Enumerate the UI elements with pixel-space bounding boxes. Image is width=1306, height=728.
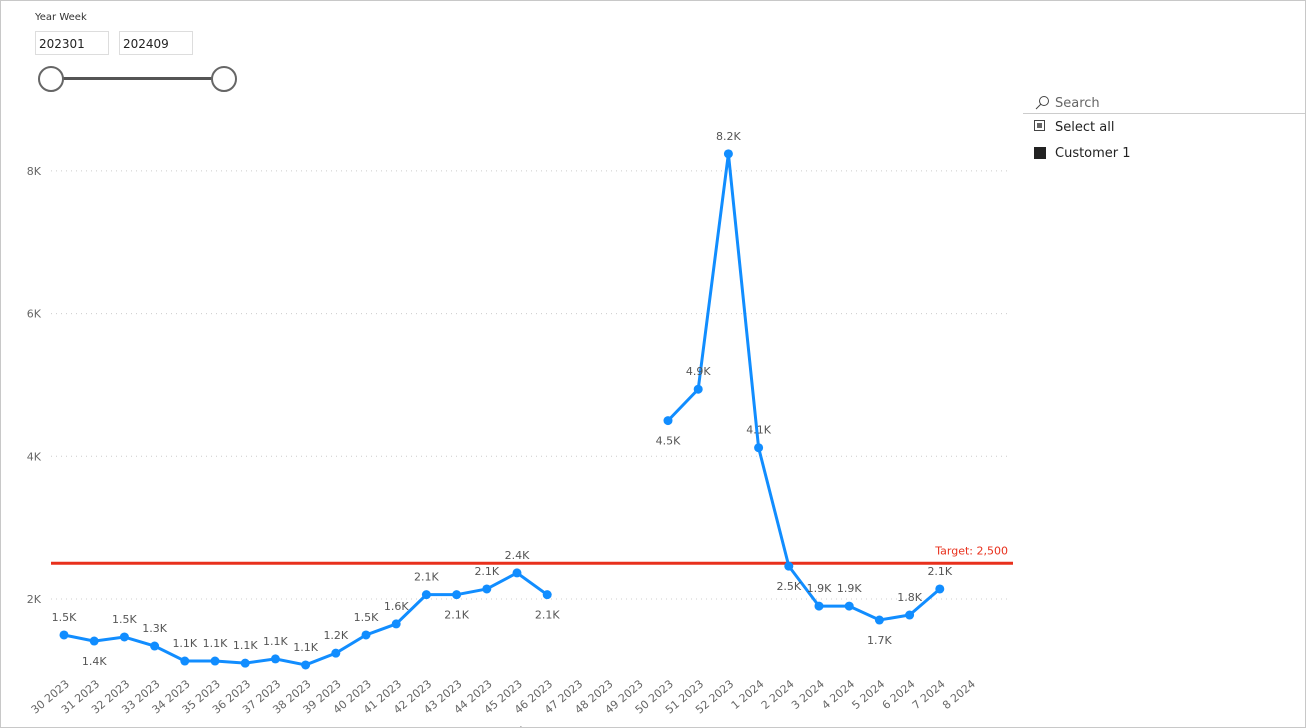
- range-to[interactable]: 202409: [119, 31, 193, 55]
- data-label: 4.1K: [746, 424, 771, 437]
- data-point: [693, 384, 703, 394]
- data-point: [754, 443, 764, 453]
- data-label: 1.7K: [867, 634, 892, 647]
- data-label: 1.3K: [142, 622, 167, 635]
- x-tick-label: 5 2024: [849, 677, 887, 712]
- data-label: 1.2K: [323, 629, 348, 642]
- filter-item[interactable]: Customer 1: [1055, 146, 1131, 161]
- data-point: [935, 584, 945, 594]
- data-point: [542, 590, 552, 600]
- data-label: 2.1K: [535, 609, 560, 622]
- data-point: [240, 658, 250, 668]
- data-label: 1.4K: [82, 655, 107, 668]
- data-label: 1.1K: [233, 639, 258, 652]
- data-point: [663, 416, 673, 426]
- search-box[interactable]: Search: [1055, 96, 1100, 111]
- data-point: [210, 656, 220, 666]
- data-label: 2.1K: [474, 565, 499, 578]
- data-label: 1.5K: [112, 613, 137, 626]
- data-point: [905, 610, 915, 620]
- data-label: 8.2K: [716, 130, 741, 143]
- data-label: 1.9K: [807, 582, 832, 595]
- range-from[interactable]: 202301: [35, 31, 109, 55]
- line-segment: [666, 153, 941, 622]
- data-label: 2.4K: [505, 549, 530, 562]
- data-label: 1.1K: [203, 637, 228, 650]
- filter-item[interactable]: Select all: [1055, 120, 1115, 135]
- x-tick-label: 4 2024: [819, 677, 857, 712]
- data-point: [482, 584, 492, 594]
- checkbox[interactable]: [1034, 120, 1045, 131]
- data-point: [814, 601, 824, 611]
- data-point: [89, 636, 99, 646]
- data-point: [59, 630, 69, 640]
- data-point: [723, 149, 733, 159]
- data-point: [180, 656, 190, 666]
- data-label: 2.1K: [414, 571, 439, 584]
- y-tick-label: 4K: [27, 450, 42, 463]
- data-label: 1.1K: [172, 637, 197, 650]
- data-point: [452, 590, 462, 600]
- x-tick-label: 7 2024: [910, 677, 948, 712]
- search-underline: [1023, 113, 1305, 114]
- data-point: [270, 654, 280, 664]
- data-label: 2.1K: [927, 565, 952, 578]
- slicer-title: Year Week: [35, 12, 87, 23]
- data-label: 4.5K: [656, 435, 681, 448]
- y-tick-label: 2K: [27, 593, 42, 606]
- x-tick-label: 6 2024: [880, 677, 918, 712]
- data-point: [331, 648, 341, 658]
- data-point: [301, 660, 311, 670]
- x-tick-label: 3 2024: [789, 677, 827, 712]
- x-tick-label: 8 2024: [940, 677, 978, 712]
- data-point: [512, 568, 522, 578]
- x-axis-title: Week & Year: [493, 725, 568, 727]
- search-icon: [1035, 96, 1049, 110]
- target-label: Target: 2,500: [934, 544, 1008, 557]
- data-label: 2.1K: [444, 609, 469, 622]
- slider-handle[interactable]: [211, 66, 237, 92]
- data-label: 1.9K: [837, 582, 862, 595]
- data-point: [119, 632, 129, 642]
- x-tick-label: 2 2024: [759, 677, 797, 712]
- x-tick-label: 1 2024: [729, 677, 767, 712]
- data-point: [421, 590, 431, 600]
- data-point: [874, 615, 884, 625]
- data-label: 1.1K: [293, 641, 318, 654]
- y-tick-label: 6K: [27, 308, 42, 321]
- data-point: [150, 641, 160, 651]
- data-point: [361, 630, 371, 640]
- data-label: 1.6K: [384, 600, 409, 613]
- data-label: 1.8K: [897, 591, 922, 604]
- data-point: [391, 619, 401, 629]
- data-point: [844, 601, 854, 611]
- slider-handle[interactable]: [38, 66, 64, 92]
- data-label: 1.5K: [354, 611, 379, 624]
- data-label: 1.5K: [52, 611, 77, 624]
- checkbox[interactable]: [1034, 147, 1046, 159]
- slider-track: [51, 77, 225, 80]
- data-label: 4.9K: [686, 365, 711, 378]
- data-label: 2.5K: [776, 580, 801, 593]
- data-point: [784, 561, 794, 571]
- data-label: 1.1K: [263, 635, 288, 648]
- y-tick-label: 8K: [27, 165, 42, 178]
